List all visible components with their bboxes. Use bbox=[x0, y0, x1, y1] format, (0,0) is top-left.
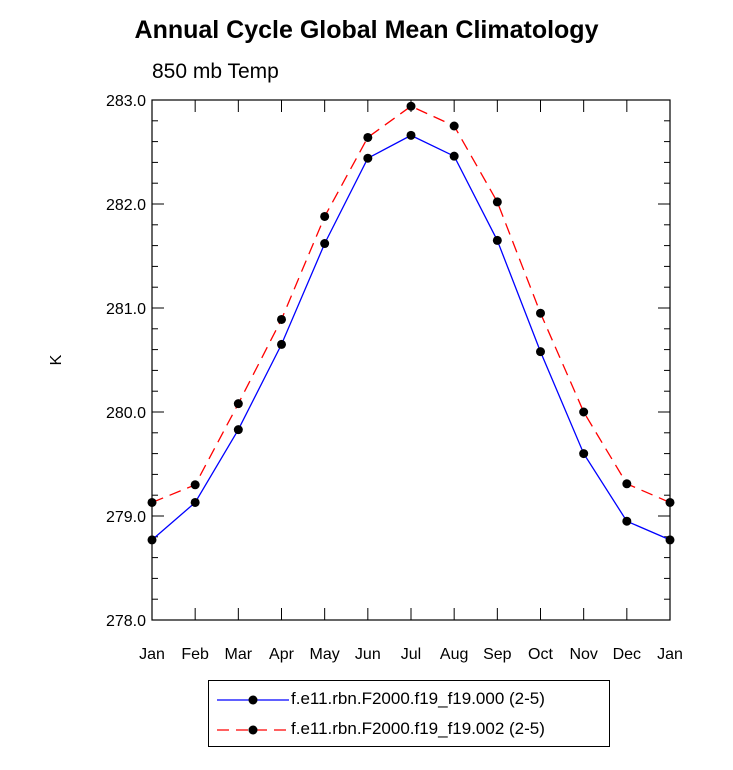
x-tick-label: Jan bbox=[139, 646, 165, 663]
series-2-point bbox=[492, 197, 502, 207]
x-tick-label: May bbox=[310, 646, 340, 663]
y-tick-label: 278.0 bbox=[106, 613, 146, 630]
series-2-point bbox=[536, 308, 545, 318]
y-tick-label: 280.0 bbox=[106, 405, 146, 422]
chart-subtitle: 850 mb Temp bbox=[152, 60, 279, 83]
y-tick-label: 279.0 bbox=[106, 509, 146, 526]
x-tick-label: Feb bbox=[181, 646, 209, 663]
x-tick-label: Mar bbox=[225, 646, 253, 663]
series-1-point bbox=[492, 235, 502, 245]
legend-swatch-series-1 bbox=[217, 695, 289, 705]
series-1-point bbox=[579, 449, 589, 459]
series-1-point bbox=[665, 535, 675, 545]
series-1-point bbox=[147, 535, 157, 545]
line-chart: 278.0 279.0 280.0 281.0 282.0 283.0 Jan Feb Mar… bbox=[48, 93, 683, 663]
series-2-point bbox=[147, 497, 157, 507]
y-axis-label: K bbox=[48, 354, 65, 365]
series-1-point bbox=[233, 425, 243, 435]
x-tick-label: Nov bbox=[569, 646, 597, 663]
x-tick-label: Apr bbox=[269, 646, 295, 663]
series-2-point bbox=[233, 399, 243, 409]
x-tick-label: Jan bbox=[657, 646, 683, 663]
x-tick-label: Sep bbox=[483, 646, 512, 663]
legend-marker-series-2 bbox=[248, 725, 258, 735]
series-1-point bbox=[320, 239, 330, 249]
series-2-point bbox=[622, 479, 632, 489]
series-2-point bbox=[277, 314, 286, 324]
series-1-point bbox=[622, 516, 632, 526]
series-1-point bbox=[277, 339, 286, 349]
plot-frame bbox=[151, 99, 671, 621]
x-tick-label: Oct bbox=[528, 646, 553, 663]
series-2-point bbox=[579, 407, 589, 417]
y-tick-label: 281.0 bbox=[106, 301, 146, 318]
series-1-point bbox=[190, 497, 200, 507]
series-1-point bbox=[449, 151, 459, 161]
series-2-point bbox=[406, 101, 416, 111]
legend: f.e11.rbn.F2000.f19_f19.000 (2-5) f.e11.… bbox=[208, 680, 610, 747]
series-2-point bbox=[190, 480, 200, 490]
legend-swatch-series-2 bbox=[217, 725, 289, 735]
y-tick-label: 282.0 bbox=[106, 197, 146, 214]
x-tick-labels: Jan Feb Mar Apr May Jun Jul Aug Sep Oct Nov Dec Jan bbox=[139, 646, 683, 663]
series-line-1 bbox=[151, 134, 671, 541]
y-tick-labels: 278.0 279.0 280.0 281.0 282.0 283.0 bbox=[106, 93, 146, 630]
x-tick-label: Aug bbox=[440, 646, 468, 663]
legend-marker-series-1 bbox=[248, 695, 258, 705]
legend-item-series-2: f.e11.rbn.F2000.f19_f19.002 (2-5) bbox=[209, 715, 609, 745]
x-tick-label: Jul bbox=[401, 646, 421, 663]
series-2-point bbox=[320, 211, 330, 221]
chart-title: Annual Cycle Global Mean Climatology bbox=[134, 16, 599, 44]
legend-item-series-1: f.e11.rbn.F2000.f19_f19.000 (2-5) bbox=[209, 685, 609, 715]
series-2-point bbox=[665, 497, 675, 507]
x-tick-label: Jun bbox=[355, 646, 381, 663]
series-2-point bbox=[363, 132, 373, 142]
y-tick-label: 283.0 bbox=[106, 93, 146, 110]
axis-ticks bbox=[151, 99, 671, 621]
series-1-point bbox=[406, 130, 416, 140]
series-1-point bbox=[363, 153, 373, 163]
x-tick-label: Dec bbox=[613, 646, 641, 663]
series-layer bbox=[147, 101, 675, 545]
series-1-point bbox=[536, 347, 545, 357]
series-2-point bbox=[449, 121, 459, 131]
legend-label-series-2: f.e11.rbn.F2000.f19_f19.002 (2-5) bbox=[291, 719, 545, 738]
legend-label-series-1: f.e11.rbn.F2000.f19_f19.000 (2-5) bbox=[291, 689, 545, 708]
